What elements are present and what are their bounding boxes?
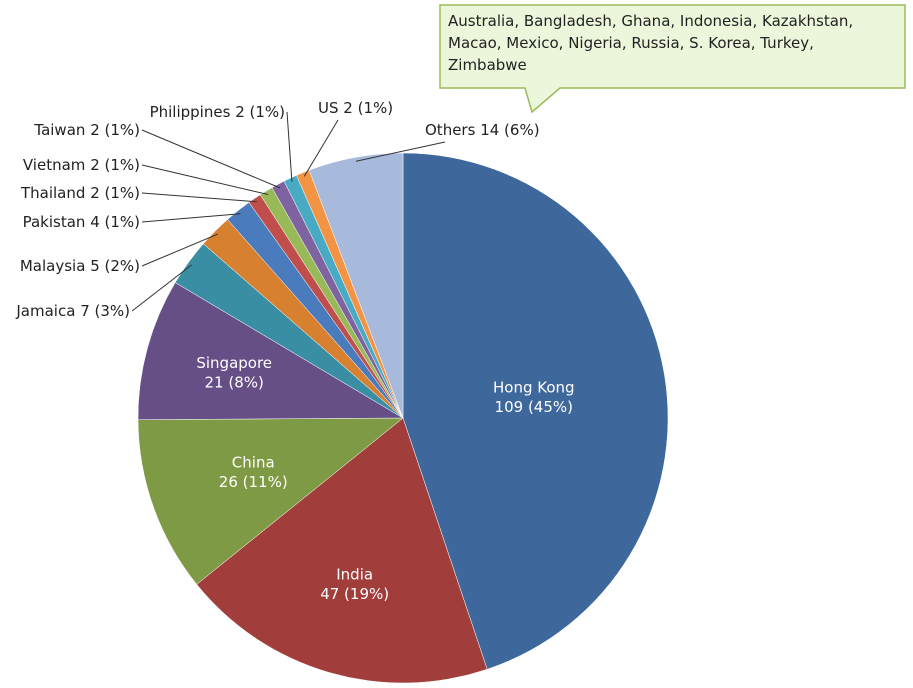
value-label: 2 (1%) <box>235 103 285 121</box>
slice-label: Thailand 2 (1%) <box>20 184 140 202</box>
slice <box>402 152 669 670</box>
value-label: 5 (2%) <box>90 257 140 275</box>
value-label: 2 (1%) <box>343 99 393 117</box>
value-label: 2 (1%) <box>90 184 140 202</box>
category-label: Thailand <box>20 184 85 202</box>
slice <box>196 417 488 684</box>
leader-line <box>303 119 339 177</box>
category-label: Vietnam <box>23 156 86 174</box>
leader-line <box>141 129 281 189</box>
slice-label: Malaysia 5 (2%) <box>20 257 140 275</box>
slice-label: US 2 (1%) <box>318 99 393 117</box>
category-label: China <box>232 453 275 471</box>
category-label: Hong Kong <box>493 378 575 396</box>
slice-label: India 47 (19%) <box>320 565 389 603</box>
slice-label: Taiwan 2 (1%) <box>33 121 140 139</box>
callout-box <box>439 4 906 114</box>
leader-line <box>355 141 446 162</box>
value-label: 7 (3%) <box>80 302 130 320</box>
slice-label: Singapore 21 (8%) <box>196 354 272 392</box>
value-label: 109 (45%) <box>495 398 573 416</box>
value-label: 14 (6%) <box>480 121 539 139</box>
leader-line <box>141 192 257 203</box>
value-label: 2 (1%) <box>90 156 140 174</box>
leader-line <box>141 164 269 196</box>
leader-line <box>131 264 192 312</box>
slice <box>137 417 404 585</box>
slice-label: Philippines 2 (1%) <box>150 103 285 121</box>
slice-label: Pakistan 4 (1%) <box>23 213 140 231</box>
category-label: US <box>318 99 339 117</box>
annotation: Australia, Bangladesh, Ghana, Indonesia,… <box>448 12 854 74</box>
value-label: 47 (19%) <box>320 584 389 602</box>
value-label: 26 (11%) <box>219 472 288 490</box>
category-label: Taiwan <box>33 121 85 139</box>
value-label: 21 (8%) <box>205 373 264 391</box>
category-label: Jamaica <box>15 302 75 320</box>
category-label: Singapore <box>196 354 272 372</box>
leader-line <box>141 233 219 267</box>
slice-label: China 26 (11%) <box>219 453 288 491</box>
value-label: 4 (1%) <box>90 213 140 231</box>
category-label: India <box>336 565 373 583</box>
slice-label: Others 14 (6%) <box>425 121 540 139</box>
slice-label: Hong Kong 109 (45%) <box>493 378 575 416</box>
category-label: Pakistan <box>23 213 86 231</box>
leader-line <box>286 111 293 182</box>
category-label: Malaysia <box>20 257 86 275</box>
slice-label: Vietnam 2 (1%) <box>23 156 140 174</box>
category-label: Others <box>425 121 476 139</box>
slice <box>137 282 404 420</box>
category-label: Philippines <box>150 103 231 121</box>
leader-line <box>141 213 241 223</box>
labels: Hong Kong 109 (45%) India 47 (19%) China 26 (… <box>15 99 574 603</box>
value-label: 2 (1%) <box>90 121 140 139</box>
slice-label: Jamaica 7 (3%) <box>15 302 130 320</box>
slice <box>308 152 404 419</box>
slices <box>137 152 669 684</box>
